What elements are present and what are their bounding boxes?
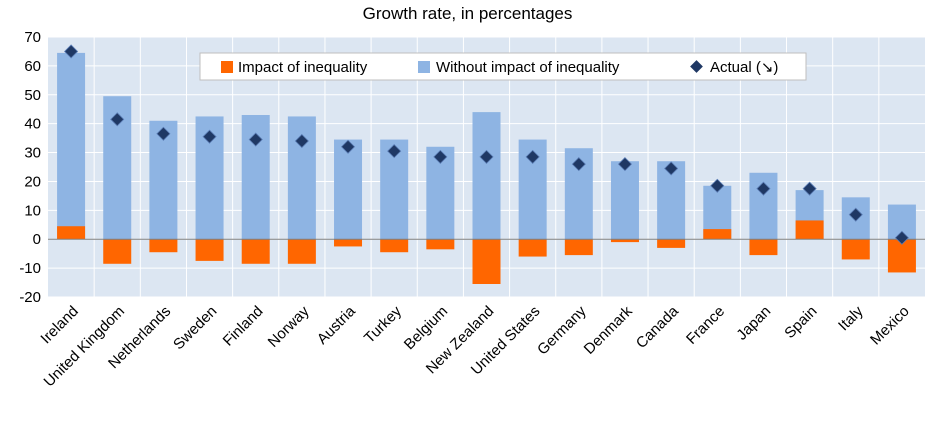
x-tick-label: France [683, 303, 728, 348]
y-tick-label: 30 [24, 145, 41, 162]
legend-swatch-without [418, 61, 430, 73]
actual-marker [387, 144, 402, 159]
bar-impact [287, 239, 316, 264]
bar-impact [841, 239, 870, 260]
actual-marker [894, 230, 909, 245]
y-tick-label: 70 [24, 29, 41, 46]
legend-label-impact: Impact of inequality [238, 59, 368, 76]
y-tick-label: 0 [33, 231, 41, 248]
actual-marker [664, 161, 679, 176]
bar-impact [564, 239, 593, 256]
x-tick-label: Italy [835, 302, 867, 334]
y-tick-label: 20 [24, 173, 41, 190]
actual-marker [479, 149, 494, 164]
bar-without-impact [610, 161, 639, 240]
actual-marker [756, 181, 771, 196]
bar-impact [334, 239, 363, 247]
legend: Impact of inequality Without impact of i… [199, 52, 807, 81]
actual-marker [156, 126, 171, 141]
y-tick-label: -10 [19, 260, 41, 277]
y-tick-label: 50 [24, 87, 41, 104]
x-tick-label: Mexico [867, 303, 913, 349]
bar-impact [795, 220, 824, 240]
bar-impact [426, 239, 455, 250]
x-tick-label: Finland [220, 303, 267, 350]
actual-marker [340, 139, 356, 154]
actual-marker [617, 157, 633, 172]
actual-marker [571, 157, 586, 172]
actual-marker [802, 181, 817, 196]
actual-marker [248, 132, 263, 147]
bar-without-impact [57, 52, 86, 240]
actual-marker [64, 44, 79, 59]
actual-markers [64, 44, 909, 245]
x-tick-label: Austria [314, 302, 359, 347]
bar-impact [518, 239, 547, 257]
x-tick-label: Canada [633, 302, 683, 352]
bar-impact [103, 239, 132, 264]
bar-impact [380, 239, 409, 253]
y-tick-label: 60 [24, 58, 41, 75]
actual-marker [710, 178, 725, 193]
x-tick-label: Turkey [361, 302, 405, 346]
y-tick-label: 10 [24, 202, 41, 219]
y-tick-label: 40 [24, 116, 41, 133]
bar-without-impact [472, 112, 501, 240]
x-tick-label: Germany [534, 302, 590, 358]
actual-marker [294, 133, 309, 149]
bar-impact [241, 239, 270, 264]
bar-impact [610, 239, 639, 243]
x-tick-label: Ireland [37, 303, 81, 347]
bar-impact [657, 239, 686, 248]
x-tick-label: Spain [781, 303, 820, 342]
x-tick-label: Sweden [170, 303, 220, 353]
bar-without-impact [334, 139, 363, 240]
actual-marker [525, 149, 540, 164]
x-tick-label: Norway [265, 302, 313, 350]
actual-marker [848, 207, 863, 222]
actual-marker [110, 112, 125, 127]
chart-title: Growth rate, in percentages [362, 4, 573, 23]
y-axis: 70 60 50 40 30 20 10 0 -10 -20 [19, 29, 41, 306]
legend-label-actual: Actual (↘) [710, 59, 778, 76]
y-tick-label: -20 [19, 289, 41, 306]
x-tick-label: Denmark [581, 302, 636, 357]
bar-impact [472, 239, 501, 284]
bar-impact [149, 239, 178, 253]
bar-impact [703, 229, 732, 240]
actual-marker [433, 149, 448, 164]
x-tick-label: Japan [733, 303, 774, 344]
bar-impact [749, 239, 778, 256]
bar-impact [57, 226, 86, 240]
legend-box [199, 52, 807, 81]
legend-swatch-impact [221, 61, 233, 73]
bar-impact [195, 239, 224, 261]
legend-label-without: Without impact of inequality [436, 59, 620, 76]
x-tick-label: United Kingdom [41, 303, 128, 390]
actual-marker [202, 129, 217, 144]
